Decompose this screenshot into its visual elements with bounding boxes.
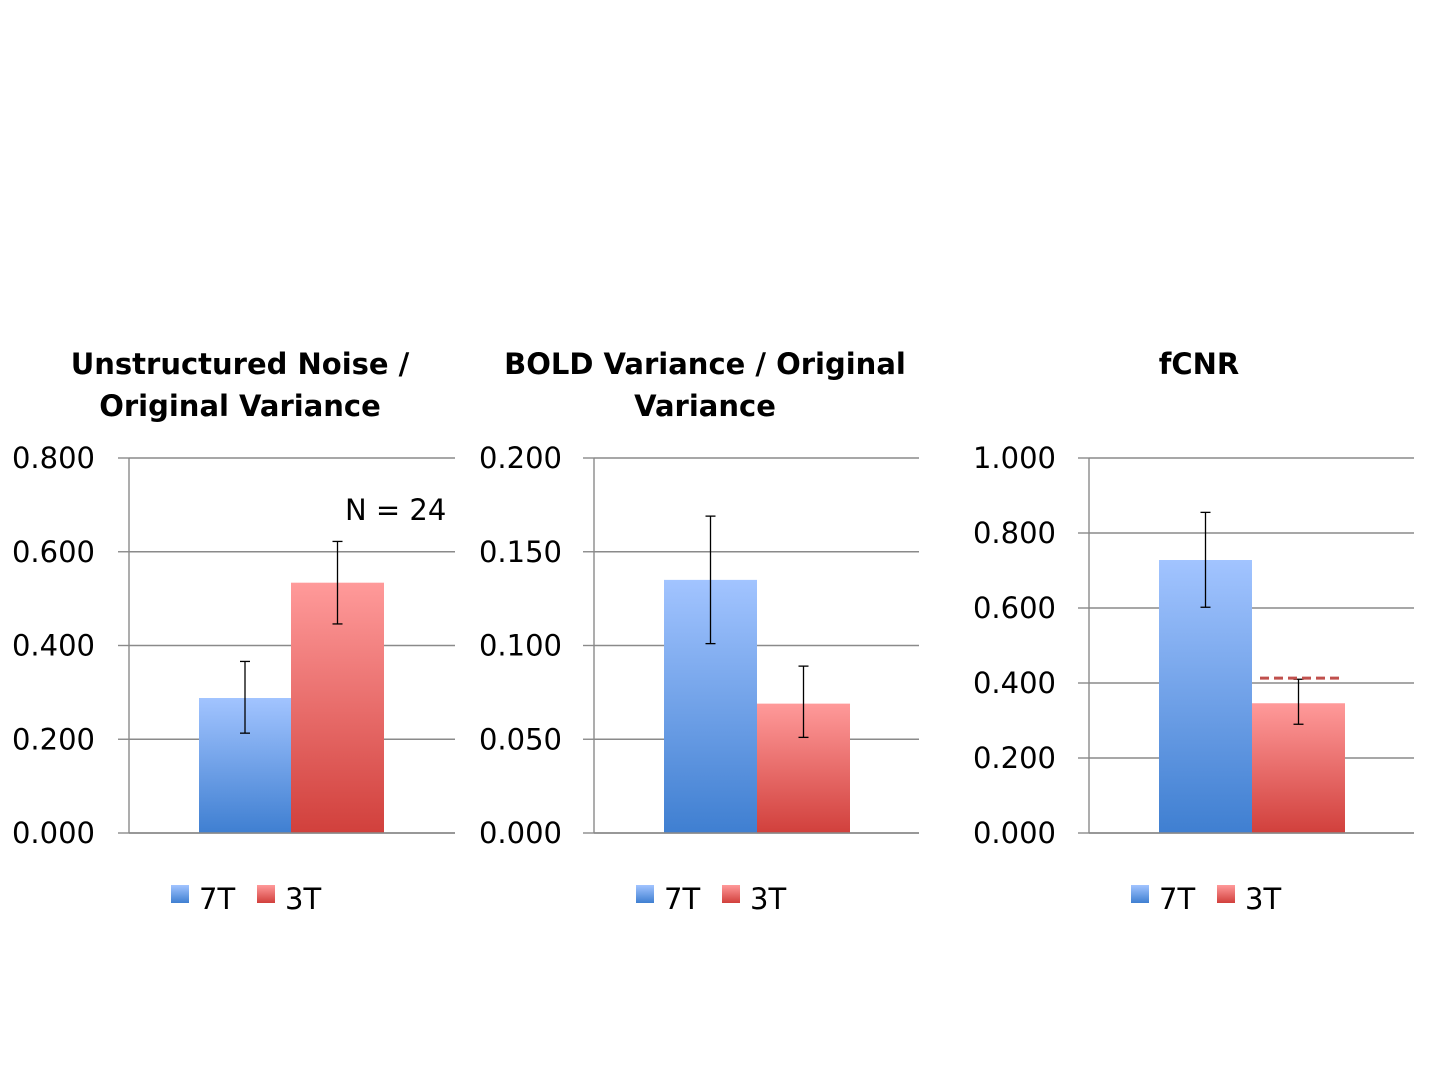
- chart-title: BOLD Variance / Original: [504, 347, 906, 381]
- legend-label-7t: 7T: [664, 882, 700, 916]
- legend-swatch-3t: [257, 885, 275, 903]
- y-tick-label: 0.600: [973, 591, 1056, 625]
- chart-title: Unstructured Noise /: [71, 347, 410, 381]
- y-tick-label: 0.100: [479, 629, 562, 663]
- legend-label-3t: 3T: [1245, 882, 1281, 916]
- y-tick-label: 0.400: [12, 629, 95, 663]
- y-tick-label: 0.000: [973, 816, 1056, 850]
- legend-label-3t: 3T: [750, 882, 786, 916]
- chart-title: fCNR: [1159, 347, 1240, 381]
- legend-swatch-7t: [171, 885, 189, 903]
- y-tick-label: 0.200: [479, 441, 562, 475]
- legend-label-7t: 7T: [1159, 882, 1195, 916]
- y-tick-label: 0.800: [12, 441, 95, 475]
- legend-swatch-3t: [722, 885, 740, 903]
- y-tick-label: 0.400: [973, 666, 1056, 700]
- annotation-text: N = 24: [345, 493, 446, 527]
- y-tick-label: 0.000: [479, 816, 562, 850]
- legend-swatch-3t: [1217, 885, 1235, 903]
- y-tick-label: 0.200: [973, 741, 1056, 775]
- y-tick-label: 0.200: [12, 722, 95, 756]
- legend-swatch-7t: [636, 885, 654, 903]
- legend-label-3t: 3T: [285, 882, 321, 916]
- y-tick-label: 0.800: [973, 516, 1056, 550]
- y-tick-label: 0.050: [479, 722, 562, 756]
- legend-label-7t: 7T: [199, 882, 235, 916]
- chart-title: Original Variance: [99, 389, 381, 423]
- chart-title: Variance: [634, 389, 776, 423]
- y-tick-label: 0.000: [12, 816, 95, 850]
- y-tick-label: 1.000: [973, 441, 1056, 475]
- legend-swatch-7t: [1131, 885, 1149, 903]
- y-tick-label: 0.600: [12, 535, 95, 569]
- y-tick-label: 0.150: [479, 535, 562, 569]
